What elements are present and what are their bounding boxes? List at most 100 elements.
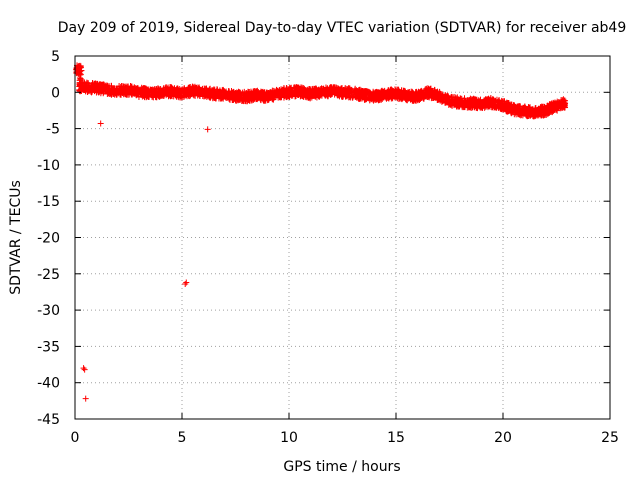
data-point <box>372 89 379 96</box>
data-point <box>460 104 467 111</box>
data-point <box>334 85 341 92</box>
data-point <box>85 87 92 94</box>
data-point <box>308 88 315 95</box>
outlier-point <box>82 395 89 402</box>
tick-marks <box>74 55 611 420</box>
data-point <box>105 89 112 96</box>
data-point <box>331 91 338 98</box>
x-tick-label: 20 <box>494 430 512 446</box>
data-point <box>428 88 435 95</box>
data-point <box>557 105 564 112</box>
data-point <box>228 94 235 101</box>
x-tick-label: 5 <box>178 430 187 446</box>
data-point <box>340 88 347 95</box>
data-point <box>201 85 208 92</box>
data-point <box>407 96 414 103</box>
outlier-point <box>204 126 211 133</box>
data-point <box>320 85 327 92</box>
data-point <box>108 82 115 89</box>
data-point <box>289 89 296 96</box>
y-tick-label: -35 <box>37 339 60 355</box>
data-point <box>289 88 296 95</box>
data-point <box>468 102 475 109</box>
data-point <box>302 92 309 99</box>
data-point <box>483 99 490 106</box>
y-tick-label: -25 <box>37 267 60 283</box>
y-tick-label: -30 <box>37 303 60 319</box>
data-point <box>388 86 395 93</box>
data-point <box>149 86 156 93</box>
y-tick-label: -15 <box>37 194 60 210</box>
y-tick-label: 0 <box>51 85 60 101</box>
data-point <box>173 92 180 99</box>
data-point <box>515 103 522 110</box>
data-point <box>517 112 524 119</box>
data-point <box>76 68 83 75</box>
data-points <box>73 62 569 402</box>
data-point <box>543 109 550 116</box>
outlier-point <box>97 120 104 127</box>
data-point <box>235 88 242 95</box>
data-point <box>314 92 321 99</box>
data-point <box>214 86 221 93</box>
y-tick-labels: 5 0 -5 -10 -15 -20 -25 -30 -35 -40 -45 <box>37 49 60 428</box>
data-point <box>397 91 404 98</box>
y-tick-label: -10 <box>37 158 60 174</box>
data-point <box>139 90 146 97</box>
data-point <box>207 85 214 92</box>
data-point <box>429 94 436 101</box>
data-point <box>99 87 106 94</box>
data-point <box>436 95 443 102</box>
data-point <box>311 92 318 99</box>
data-point <box>217 91 224 98</box>
data-point <box>331 84 338 91</box>
x-tick-label: 25 <box>601 430 619 446</box>
data-point <box>489 103 496 110</box>
data-point <box>448 94 455 101</box>
data-point <box>127 89 134 96</box>
data-point <box>117 91 124 98</box>
data-point <box>91 88 98 95</box>
data-point <box>547 101 554 108</box>
data-point <box>84 80 91 87</box>
data-point <box>500 98 507 105</box>
outlier-point <box>80 365 87 372</box>
data-point <box>534 106 541 113</box>
data-point <box>406 91 413 98</box>
data-point <box>384 92 391 99</box>
data-point <box>335 86 342 93</box>
y-axis-label: SDTVAR / TECUs <box>8 180 24 295</box>
data-point <box>181 85 188 92</box>
data-point <box>537 111 544 118</box>
y-tick-label: -5 <box>46 122 60 138</box>
data-point <box>246 97 253 104</box>
data-point <box>311 87 318 94</box>
data-point <box>405 92 412 99</box>
x-tick-label: 15 <box>387 430 405 446</box>
data-point <box>255 94 262 101</box>
data-point <box>526 111 533 118</box>
data-point <box>292 85 299 92</box>
chart-title: Day 209 of 2019, Sidereal Day-to-day VTE… <box>58 20 627 36</box>
data-point <box>246 96 253 103</box>
data-point <box>324 93 331 100</box>
data-point <box>354 89 361 96</box>
data-point <box>471 96 478 103</box>
data-point <box>351 88 358 95</box>
data-point <box>388 94 395 101</box>
data-point <box>494 99 501 106</box>
data-point <box>398 95 405 102</box>
data-point <box>216 87 223 94</box>
outlier-point <box>182 280 189 287</box>
x-tick-label: 0 <box>71 430 80 446</box>
data-point <box>169 93 176 100</box>
x-tick-label: 10 <box>280 430 298 446</box>
data-point <box>141 85 148 92</box>
data-point <box>92 83 99 90</box>
data-point <box>276 89 283 96</box>
data-point <box>334 92 341 99</box>
y-tick-label: 5 <box>51 49 60 65</box>
data-point <box>130 87 137 94</box>
data-point <box>547 107 554 114</box>
